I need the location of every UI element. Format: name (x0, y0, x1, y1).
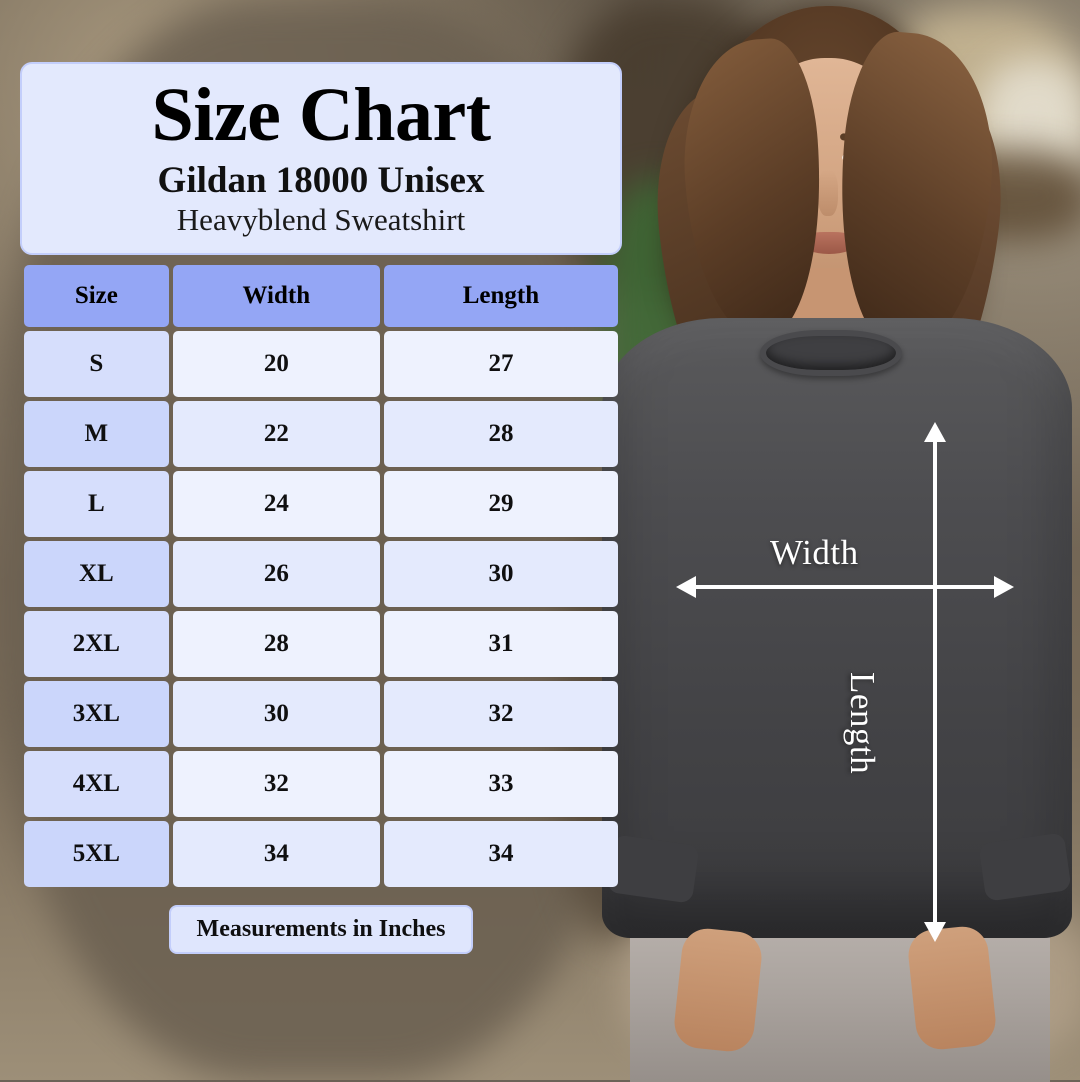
cell-size: XL (24, 541, 169, 608)
nose (818, 170, 838, 216)
cell-width: 22 (172, 401, 380, 468)
length-arrow-down-head-icon (924, 922, 946, 942)
table-row: M 22 28 (24, 401, 618, 468)
cell-size: L (24, 471, 169, 538)
cell-length: 28 (383, 401, 618, 468)
cell-width: 34 (172, 821, 380, 888)
column-header-width: Width (172, 265, 380, 328)
cell-width: 28 (172, 611, 380, 678)
cell-size: 4XL (24, 751, 169, 818)
table-header-row: Size Width Length (24, 265, 618, 328)
cell-width: 30 (172, 681, 380, 748)
product-name: Gildan 18000 Unisex (157, 160, 485, 202)
measurement-overlay: Width Length (590, 0, 1080, 1080)
cell-width: 26 (172, 541, 380, 608)
table-row: 4XL 32 33 (24, 751, 618, 818)
page-title: Size Chart (151, 73, 491, 157)
title-card: Size Chart Gildan 18000 Unisex Heavyblen… (20, 62, 622, 256)
size-chart-panel: Size Chart Gildan 18000 Unisex Heavyblen… (20, 62, 622, 955)
cell-length: 31 (383, 611, 618, 678)
table-row: 3XL 30 32 (24, 681, 618, 748)
table-row: L 24 29 (24, 471, 618, 538)
width-arrow-label: Width (770, 533, 859, 572)
cell-width: 20 (172, 331, 380, 398)
table-row: S 20 27 (24, 331, 618, 398)
cell-length: 33 (383, 751, 618, 818)
model-figure (590, 0, 1080, 1082)
sweatshirt-garment (602, 318, 1072, 938)
column-header-size: Size (24, 265, 169, 328)
size-table: Size Width Length S 20 27 M 22 28 L 24 2… (20, 261, 622, 891)
cell-size: 5XL (24, 821, 169, 888)
sweatshirt-collar (760, 330, 902, 376)
length-arrow-line (933, 432, 937, 932)
cell-size: S (24, 331, 169, 398)
cell-size: 2XL (24, 611, 169, 678)
cell-size: 3XL (24, 681, 169, 748)
width-arrow-left-head-icon (676, 576, 696, 598)
length-arrow-up-head-icon (924, 422, 946, 442)
cell-length: 30 (383, 541, 618, 608)
cell-length: 32 (383, 681, 618, 748)
cell-width: 24 (172, 471, 380, 538)
length-arrow-label: Length (843, 672, 882, 775)
cell-length: 27 (383, 331, 618, 398)
cell-size: M (24, 401, 169, 468)
table-row: 2XL 28 31 (24, 611, 618, 678)
cell-length: 34 (383, 821, 618, 888)
cell-width: 32 (172, 751, 380, 818)
table-row: 5XL 34 34 (24, 821, 618, 888)
column-header-length: Length (383, 265, 618, 328)
width-arrow-right-head-icon (994, 576, 1014, 598)
footer-note-wrapper: Measurements in Inches (20, 905, 622, 955)
product-type: Heavyblend Sweatshirt (176, 202, 466, 238)
table-row: XL 26 30 (24, 541, 618, 608)
width-arrow-line (690, 585, 1010, 589)
cell-length: 29 (383, 471, 618, 538)
measurement-unit-note: Measurements in Inches (168, 905, 474, 955)
